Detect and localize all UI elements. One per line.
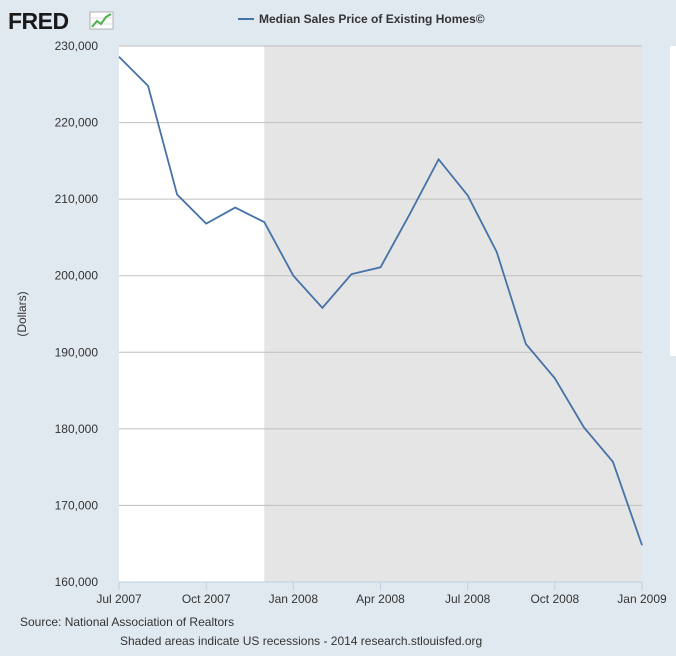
data-point[interactable] bbox=[145, 83, 151, 89]
x-tick-label: Oct 2007 bbox=[182, 592, 231, 606]
x-tick-label: Jan 2009 bbox=[617, 592, 667, 606]
data-point[interactable] bbox=[523, 341, 529, 347]
y-tick-label: 220,000 bbox=[55, 116, 99, 130]
right-panel-edge bbox=[670, 46, 676, 356]
data-point[interactable] bbox=[290, 273, 296, 279]
y-axis-title: (Dollars) bbox=[15, 291, 29, 336]
x-tick-label: Jul 2008 bbox=[445, 592, 491, 606]
x-tick-label: Oct 2008 bbox=[530, 592, 579, 606]
recession-shading bbox=[264, 46, 642, 582]
data-point[interactable] bbox=[552, 375, 558, 381]
fred-logo[interactable]: FRED bbox=[8, 8, 114, 34]
data-point[interactable] bbox=[232, 205, 238, 211]
y-tick-label: 190,000 bbox=[55, 345, 99, 359]
y-tick-label: 210,000 bbox=[55, 192, 99, 206]
data-point[interactable] bbox=[610, 459, 616, 465]
data-point[interactable] bbox=[348, 271, 354, 277]
gridlines bbox=[119, 45, 642, 506]
legend-label: Median Sales Price of Existing Homes© bbox=[259, 12, 485, 26]
data-point[interactable] bbox=[407, 211, 413, 217]
x-tick-label: Jul 2007 bbox=[96, 592, 142, 606]
line-graph-icon bbox=[89, 11, 114, 30]
y-tick-label: 200,000 bbox=[55, 269, 99, 283]
data-point[interactable] bbox=[203, 221, 209, 227]
data-point[interactable] bbox=[261, 219, 267, 225]
data-point[interactable] bbox=[174, 192, 180, 198]
data-point[interactable] bbox=[116, 54, 122, 60]
data-point[interactable] bbox=[465, 192, 471, 198]
series-line-median-sales-price[interactable] bbox=[118, 56, 643, 546]
data-point[interactable] bbox=[494, 249, 500, 255]
data-point[interactable] bbox=[436, 156, 442, 162]
y-tick-label: 230,000 bbox=[55, 39, 99, 53]
x-tick-label: Apr 2008 bbox=[356, 592, 405, 606]
source-text: Source: National Association of Realtors bbox=[20, 615, 234, 629]
y-tick-label: 160,000 bbox=[55, 575, 99, 589]
y-tick-label: 170,000 bbox=[55, 498, 99, 512]
fred-logo-text: FRED bbox=[8, 8, 69, 34]
y-tick-label: 180,000 bbox=[55, 422, 99, 436]
data-point[interactable] bbox=[378, 264, 384, 270]
x-axis-tick-labels: Jul 2007 Oct 2007 Jan 2008 Apr 2008 Jul 2008… bbox=[96, 592, 667, 606]
plot-area bbox=[116, 45, 645, 590]
y-axis-tick-labels: 160,000 170,000 180,000 190,000 200,000 210,0… bbox=[55, 39, 99, 589]
recession-note: Shaded areas indicate US recessions - 20… bbox=[120, 634, 482, 648]
data-point[interactable] bbox=[581, 424, 587, 430]
x-tick-label: Jan 2008 bbox=[269, 592, 319, 606]
data-point[interactable] bbox=[639, 542, 645, 548]
data-point[interactable] bbox=[319, 305, 325, 311]
legend[interactable]: Median Sales Price of Existing Homes© bbox=[238, 12, 485, 26]
x-tick-marks bbox=[118, 582, 643, 590]
